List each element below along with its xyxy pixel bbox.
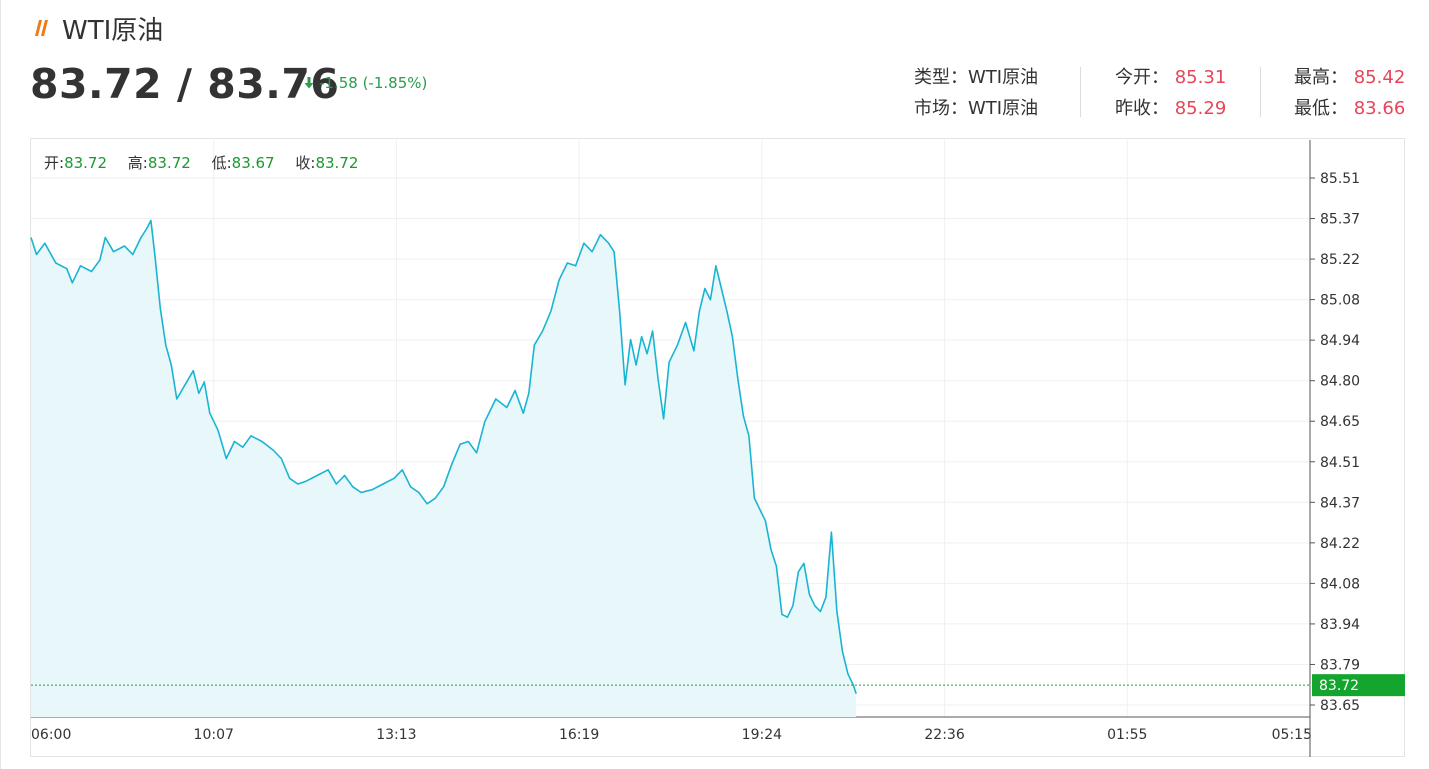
price-change: -1.58 (-1.85%) — [304, 74, 427, 92]
instrument-title: WTI原油 — [62, 15, 164, 46]
ohlc-open-value: 83.72 — [64, 154, 108, 172]
stat-high: 最高： 85.42 — [1294, 62, 1405, 93]
y-tick-label: 84.08 — [1320, 576, 1360, 592]
x-tick-label: 16:19 — [559, 727, 599, 743]
ohlc-low: 低:83.67 — [212, 154, 275, 172]
stats-type-market: 类型：WTI原油 市场：WTI原油 — [914, 62, 1038, 124]
x-tick-label: 19:24 — [742, 727, 782, 743]
y-tick-label: 83.94 — [1320, 617, 1360, 633]
ohlc-readout: 开:83.72 高:83.72 低:83.67 收:83.72 — [44, 152, 374, 173]
ohlc-high-value: 83.72 — [147, 154, 191, 172]
price-area-fill — [31, 220, 857, 717]
stat-low-value: 83.66 — [1353, 98, 1406, 119]
y-tick-label: 84.37 — [1320, 495, 1360, 511]
x-tick-label: 10:07 — [194, 727, 234, 743]
stat-market-value: WTI原油 — [968, 98, 1039, 119]
stat-high-value: 85.42 — [1353, 67, 1406, 88]
x-tick-label: 22:36 — [924, 727, 964, 743]
stat-type: 类型：WTI原油 — [914, 62, 1038, 93]
y-tick-label: 83.79 — [1320, 657, 1360, 673]
x-tick-label: 05:15 — [1272, 727, 1312, 743]
price-change-text: -1.58 (-1.85%) — [319, 74, 428, 92]
page-left-border — [0, 0, 1, 769]
x-tick-label: 01:55 — [1107, 727, 1147, 743]
ohlc-high-label: 高: — [127, 154, 148, 172]
bid-ask-price: 83.72 / 83.76 — [30, 60, 340, 108]
stat-low-label: 最低： — [1294, 98, 1348, 119]
stat-open: 今开： 85.31 — [1115, 62, 1226, 93]
y-tick-label: 84.22 — [1320, 536, 1360, 552]
last-price-label: 83.72 — [1319, 678, 1359, 694]
stats-open-prev: 今开： 85.31 昨收： 85.29 — [1115, 62, 1226, 124]
stat-high-label: 最高： — [1294, 67, 1348, 88]
stats-high-low: 最高： 85.42 最低： 83.66 — [1294, 62, 1405, 124]
stats-divider — [1260, 67, 1261, 117]
y-tick-label: 84.94 — [1320, 333, 1360, 349]
y-tick-label: 84.51 — [1320, 455, 1360, 471]
stat-market: 市场：WTI原油 — [914, 93, 1038, 124]
ohlc-close-label: 收: — [295, 154, 316, 172]
last-price-tag — [1312, 674, 1405, 697]
ohlc-low-value: 83.67 — [231, 154, 275, 172]
ohlc-open: 开:83.72 — [44, 154, 107, 172]
y-tick-label: 84.65 — [1320, 414, 1360, 430]
price-line — [30, 219, 857, 694]
stat-market-label: 市场： — [914, 98, 968, 119]
ohlc-low-label: 低: — [211, 154, 232, 172]
double-slash-icon — [35, 20, 48, 36]
y-tick-label: 85.22 — [1320, 252, 1360, 268]
y-tick-label: 84.80 — [1320, 374, 1360, 390]
stat-prev-close-value: 85.29 — [1174, 98, 1227, 119]
arrow-down-icon — [304, 77, 314, 89]
stat-open-label: 今开： — [1115, 67, 1169, 88]
stat-prev-close: 昨收： 85.29 — [1115, 93, 1226, 124]
chart-container[interactable] — [30, 138, 1405, 757]
ohlc-close-value: 83.72 — [315, 154, 359, 172]
x-tick-label: 06:00 — [31, 727, 71, 743]
x-tick-label: 13:13 — [376, 727, 416, 743]
y-tick-label: 85.37 — [1320, 212, 1360, 228]
stat-open-value: 85.31 — [1174, 67, 1227, 88]
stat-low: 最低： 83.66 — [1294, 93, 1405, 124]
y-tick-label: 83.65 — [1320, 698, 1360, 714]
ohlc-high: 高:83.72 — [128, 154, 191, 172]
y-tick-label: 85.51 — [1320, 171, 1360, 187]
y-tick-label: 85.08 — [1320, 293, 1360, 309]
ohlc-open-label: 开: — [44, 154, 65, 172]
ohlc-close: 收:83.72 — [295, 154, 358, 172]
stat-type-value: WTI原油 — [968, 67, 1039, 88]
stat-prev-close-label: 昨收： — [1115, 98, 1169, 119]
stat-type-label: 类型： — [914, 67, 968, 88]
stats-divider — [1080, 67, 1081, 117]
instrument-header: WTI原油 — [30, 10, 163, 46]
